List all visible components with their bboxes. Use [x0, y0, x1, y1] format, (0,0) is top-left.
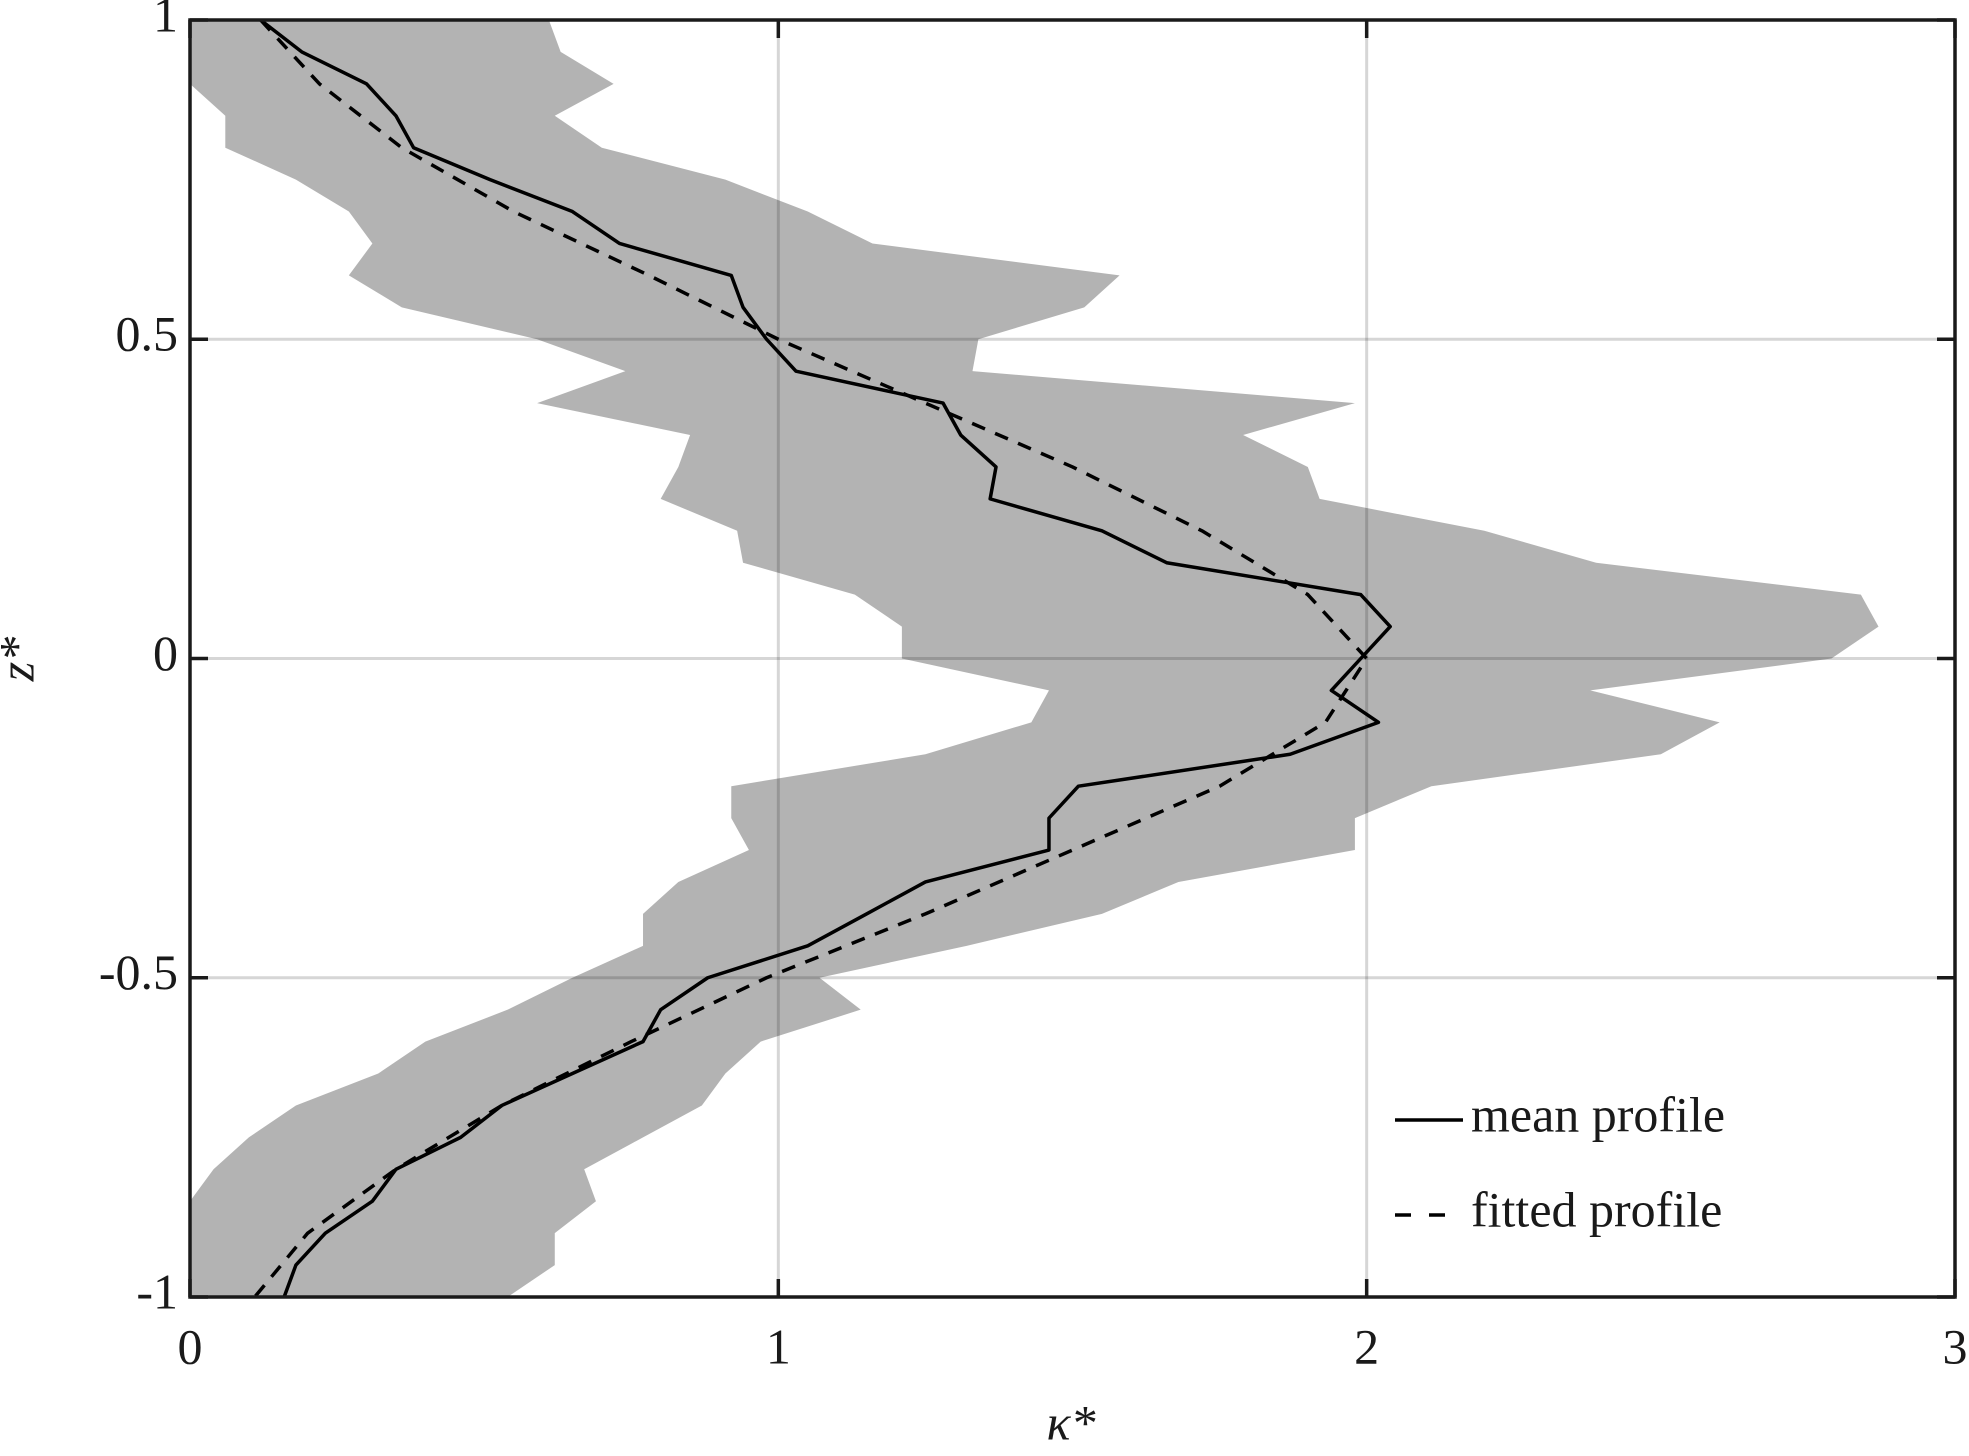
y-tick-label: 0 [153, 625, 178, 681]
x-axis-label: κ* [1047, 1394, 1096, 1450]
legend-label: mean profile [1471, 1086, 1725, 1142]
y-axis-label: z* [0, 637, 44, 682]
x-tick-label: 1 [766, 1318, 791, 1374]
x-tick-label: 3 [1943, 1318, 1968, 1374]
x-tick-label: 0 [178, 1318, 203, 1374]
profile-line [253, 18, 1369, 1299]
spread-band [190, 20, 1879, 1297]
x-tick-label: 2 [1354, 1318, 1379, 1374]
legend-label: fitted profile [1471, 1181, 1722, 1237]
y-tick-label: 0.5 [116, 306, 179, 362]
profile-line [259, 18, 1392, 1298]
y-tick-label: -0.5 [99, 944, 178, 1000]
y-tick-label: 1 [153, 0, 178, 42]
y-tick-label: -1 [136, 1263, 178, 1319]
